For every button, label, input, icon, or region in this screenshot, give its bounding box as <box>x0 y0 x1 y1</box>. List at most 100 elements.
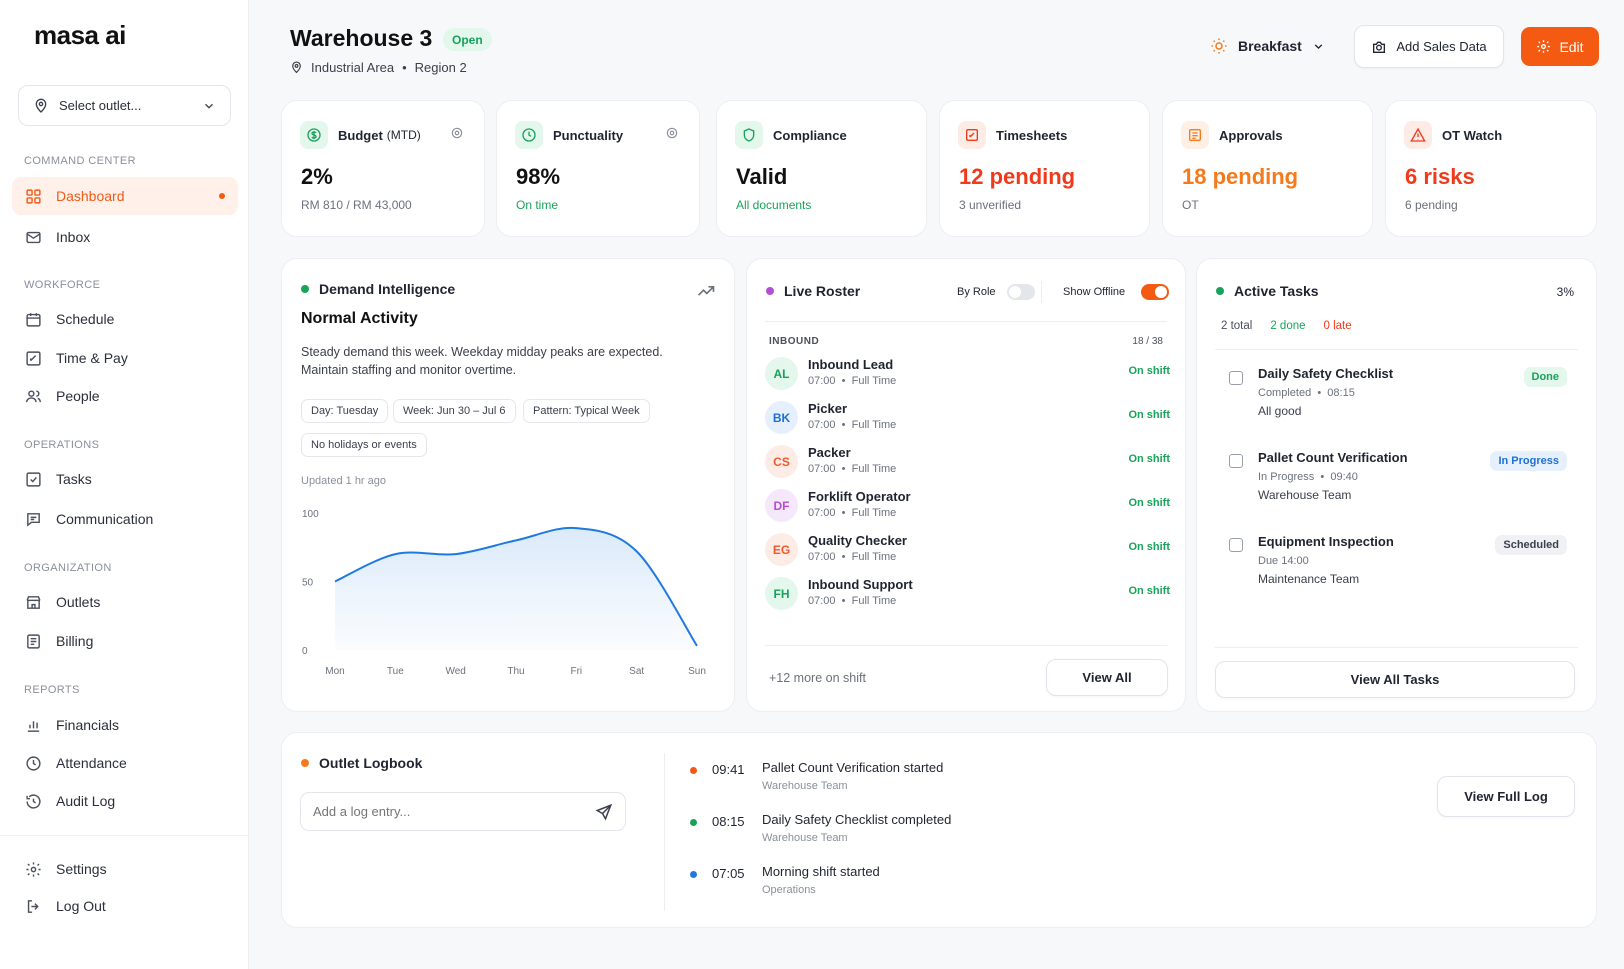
kpi-value: 12 pending <box>959 164 1076 189</box>
kpi-card-budget[interactable]: Budget (MTD) 2% RM 810 / RM 43,000 <box>281 100 485 237</box>
gear-icon[interactable] <box>450 126 464 140</box>
sidebar-item-communication[interactable]: Communication <box>12 500 238 538</box>
kpi-sub: OT <box>1182 198 1199 212</box>
x-tick-label: Wed <box>445 666 465 677</box>
by-role-toggle[interactable] <box>1007 284 1035 300</box>
view-full-log-button[interactable]: View Full Log <box>1437 776 1575 817</box>
log-entry[interactable]: 09:41 Pallet Count Verification started … <box>690 760 1090 804</box>
sidebar-item-logout[interactable]: Log Out <box>12 887 238 925</box>
calendar-icon <box>25 311 42 328</box>
kpi-head: Budget (MTD) <box>300 121 421 149</box>
task-status-badge: Scheduled <box>1495 535 1567 555</box>
logo: masa ai <box>34 20 126 50</box>
kpi-card-timesheets[interactable]: Timesheets 12 pending 3 unverified <box>939 100 1150 237</box>
roster-row[interactable]: AL Inbound Lead 07:00 • Full Time On shi… <box>765 355 1170 395</box>
add-sales-data-button[interactable]: Add Sales Data <box>1354 25 1504 68</box>
sidebar-item-schedule[interactable]: Schedule <box>12 300 238 338</box>
sidebar-item-label: Time & Pay <box>56 350 128 366</box>
task-item[interactable]: Equipment Inspection Due 14:00 Maintenan… <box>1215 531 1575 601</box>
chart-series-line <box>334 526 698 647</box>
sidebar-item-billing[interactable]: Billing <box>12 622 238 660</box>
trending-up-icon[interactable] <box>696 281 716 301</box>
add-sales-data-label: Add Sales Data <box>1396 39 1487 54</box>
status-dot <box>301 285 309 293</box>
roster-type: Full Time <box>851 595 897 607</box>
kpi-card-compliance[interactable]: Compliance Valid All documents <box>716 100 927 237</box>
roster-time: 07:00 <box>808 375 836 387</box>
task-item[interactable]: Daily Safety Checklist Completed • 08:15… <box>1215 363 1575 433</box>
kpi-card-punctuality[interactable]: Punctuality 98% On time <box>496 100 700 237</box>
tasks-title: Active Tasks <box>1234 283 1319 299</box>
tasks-total: 2 total <box>1221 320 1253 332</box>
show-offline-toggle[interactable] <box>1141 284 1169 300</box>
view-all-roster-button[interactable]: View All <box>1046 659 1168 696</box>
dollar-icon <box>300 121 328 149</box>
section-organization: ORGANIZATION <box>24 562 112 574</box>
roster-row[interactable]: EG Quality Checker 07:00 • Full Time On … <box>765 531 1170 571</box>
sidebar-item-people[interactable]: People <box>12 377 238 415</box>
task-checkbox[interactable] <box>1229 371 1243 385</box>
roster-row[interactable]: FH Inbound Support 07:00 • Full Time On … <box>765 575 1170 615</box>
sidebar-item-attendance[interactable]: Attendance <box>12 744 238 782</box>
edit-button[interactable]: Edit <box>1521 27 1599 66</box>
roster-section-label: INBOUND <box>769 336 820 347</box>
log-text: Pallet Count Verification started <box>762 760 944 775</box>
kpi-card-ot-watch[interactable]: OT Watch 6 risks 6 pending <box>1385 100 1597 237</box>
sidebar-item-dashboard[interactable]: Dashboard <box>12 177 238 215</box>
gear-icon[interactable] <box>665 126 679 140</box>
sidebar-item-audit-log[interactable]: Audit Log <box>12 782 238 820</box>
task-checkbox[interactable] <box>1229 538 1243 552</box>
demand-desc-line1: Steady demand this week. Weekday midday … <box>301 345 663 359</box>
sidebar-item-settings[interactable]: Settings <box>12 850 238 888</box>
demand-subtitle: Normal Activity <box>301 310 418 327</box>
sidebar-item-label: Settings <box>56 861 107 877</box>
meal-period-select[interactable]: Breakfast <box>1210 37 1325 55</box>
chip-week: Week: Jun 30 – Jul 6 <box>393 399 516 423</box>
task-name: Daily Safety Checklist <box>1258 366 1394 381</box>
log-entry-field[interactable] <box>300 792 626 831</box>
notification-dot <box>219 193 225 199</box>
roster-role: Quality Checker <box>808 533 907 548</box>
view-all-tasks-button[interactable]: View All Tasks <box>1215 661 1575 698</box>
task-item[interactable]: Pallet Count Verification In Progress • … <box>1215 447 1575 517</box>
log-text: Daily Safety Checklist completed <box>762 812 952 827</box>
task-checkbox[interactable] <box>1229 454 1243 468</box>
sidebar-item-label: Attendance <box>56 755 127 771</box>
divider <box>1041 281 1042 303</box>
invoice-icon <box>25 633 42 650</box>
sidebar: masa ai Select outlet... COMMAND CENTER … <box>0 0 249 969</box>
roster-row[interactable]: DF Forklift Operator 07:00 • Full Time O… <box>765 487 1170 527</box>
outlet-select[interactable]: Select outlet... <box>18 85 231 126</box>
avatar: CS <box>765 445 798 478</box>
status-dot <box>766 287 774 295</box>
roster-meta: 07:00 • Full Time <box>808 551 897 563</box>
roster-row[interactable]: BK Picker 07:00 • Full Time On shift <box>765 399 1170 439</box>
log-entry[interactable]: 08:15 Daily Safety Checklist completed W… <box>690 812 1090 856</box>
kpi-card-approvals[interactable]: Approvals 18 pending OT <box>1162 100 1373 237</box>
send-icon[interactable] <box>595 803 613 821</box>
log-entry-input[interactable] <box>313 804 595 819</box>
roster-role: Packer <box>808 445 851 460</box>
demand-intelligence-card: Demand Intelligence Normal Activity Stea… <box>281 258 735 712</box>
task-meta: Completed • 08:15 <box>1258 387 1355 399</box>
log-entry[interactable]: 07:05 Morning shift started Operations <box>690 864 1090 908</box>
y-tick-label: 0 <box>302 646 308 657</box>
task-meta: In Progress • 09:40 <box>1258 471 1358 483</box>
demand-chart: 100 50 0 Mon Tue Wed Thu Fri Sat Sun <box>302 509 706 677</box>
roster-section-count: 18 / 38 <box>1132 336 1163 347</box>
sidebar-item-tasks[interactable]: Tasks <box>12 460 238 498</box>
sidebar-item-outlets[interactable]: Outlets <box>12 583 238 621</box>
edit-label: Edit <box>1559 38 1584 55</box>
x-tick-label: Sat <box>629 666 644 677</box>
sidebar-item-inbox[interactable]: Inbox <box>12 218 238 256</box>
location-area: Industrial Area <box>311 60 395 75</box>
sidebar-item-financials[interactable]: Financials <box>12 706 238 744</box>
kpi-label: OT Watch <box>1442 127 1503 143</box>
x-tick-label: Mon <box>325 666 344 677</box>
task-state: In Progress <box>1258 471 1315 483</box>
roster-row[interactable]: CS Packer 07:00 • Full Time On shift <box>765 443 1170 483</box>
map-pin-icon <box>290 61 303 74</box>
view-all-tasks-label: View All Tasks <box>1350 672 1440 687</box>
x-tick-label: Fri <box>570 666 582 677</box>
sidebar-item-time-pay[interactable]: Time & Pay <box>12 339 238 377</box>
